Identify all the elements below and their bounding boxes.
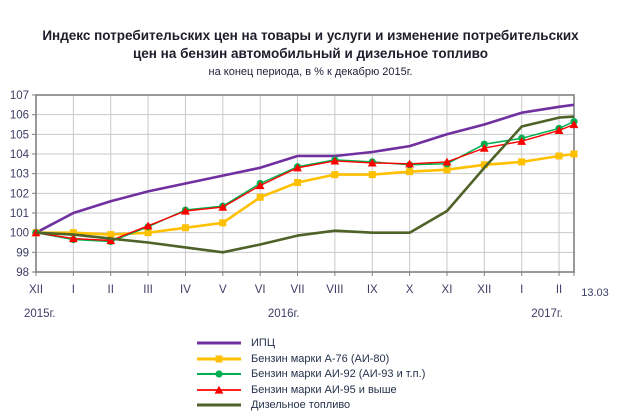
series-marker-square: [107, 231, 115, 239]
series-marker-triangle: [517, 137, 527, 145]
x-axis-label: XI: [442, 284, 453, 296]
plot-border: [35, 94, 575, 273]
y-axis-label: 104: [10, 149, 30, 161]
x-axis-label: II: [108, 284, 114, 296]
legend-item-4: Дизельное топливо: [196, 399, 425, 411]
legend-swatch: [197, 355, 241, 362]
legend-label: Бензин марки АИ-92 (АИ-93 и т.п.): [251, 368, 426, 380]
series-marker-square: [215, 355, 223, 362]
x-axis-label: V: [219, 284, 227, 296]
series-marker-square: [555, 152, 563, 160]
legend-item-2: Бензин марки АИ-92 (АИ-93 и т.п.): [196, 368, 425, 380]
series-marker-square: [219, 219, 227, 227]
series-marker-triangle: [218, 202, 228, 211]
series-marker-triangle: [293, 163, 302, 172]
date-label: 13.03: [581, 287, 609, 299]
year-label: 2017г.: [531, 308, 563, 320]
series-marker-triangle: [31, 228, 41, 237]
series-marker-square: [480, 161, 488, 169]
y-axis-label: 107: [10, 90, 29, 102]
series-marker-triangle: [479, 143, 489, 152]
series-marker-triangle: [569, 120, 579, 129]
legend-item-3: Бензин марки АИ-95 и выше: [196, 384, 425, 396]
series-marker-square: [181, 224, 189, 232]
series-marker-square: [570, 150, 578, 158]
series-line-3: [35, 123, 575, 242]
series-marker-square: [368, 171, 376, 179]
legend-swatch: [197, 403, 241, 407]
y-axis-label: 99: [16, 247, 29, 259]
series-marker-square: [294, 179, 302, 187]
series-line-4: [35, 115, 575, 254]
legend-label: Бензин марки АИ-95 и выше: [251, 383, 397, 396]
x-axis-label: VIII: [326, 284, 343, 296]
series-marker-square: [443, 166, 451, 174]
chart-plot-area: 107 106 105 104 103 102 101 100 99 98 XII I II III IV V…: [0, 88, 621, 330]
legend-swatch: [197, 385, 241, 394]
series-marker-square: [144, 229, 152, 237]
x-axis-label: VII: [290, 284, 304, 296]
x-axis-label: XII: [29, 284, 43, 296]
legend-item-1: Бензин марки А-76 (АИ-80): [196, 353, 425, 365]
series-marker-triangle: [330, 156, 340, 165]
y-axis-label: 101: [10, 208, 29, 220]
year-label: 2015г.: [24, 308, 56, 320]
legend-label: Бензин марки А-76 (АИ-80): [251, 352, 390, 365]
legend-swatch: [197, 370, 241, 378]
legend-swatch: [197, 341, 241, 345]
chart-title-line-2: цен на бензин автомобильный и дизельное …: [132, 46, 489, 61]
series-marker-square: [406, 168, 414, 176]
x-axis-label: I: [72, 284, 75, 296]
series-marker-triangle: [143, 221, 153, 230]
y-axis-label: 100: [10, 228, 29, 240]
x-axis-label: II: [556, 284, 562, 296]
y-axis-label: 98: [16, 267, 29, 279]
series-marker-square: [331, 171, 339, 179]
series-marker-square: [256, 193, 264, 201]
x-axis-label: XII: [477, 284, 491, 296]
series-marker-triangle: [367, 158, 377, 167]
x-axis-label: IX: [367, 284, 378, 296]
y-axis-label: 105: [10, 129, 29, 141]
series-marker-square: [69, 229, 77, 237]
series-marker-triangle: [68, 234, 78, 243]
chart-legend: ИПЦ Бензин марки А-76 (АИ-80) Бензин марки…: [196, 337, 425, 411]
series-marker-triangle: [106, 236, 116, 245]
x-axis-label: I: [520, 284, 523, 296]
series-marker-triangle: [255, 181, 265, 190]
x-axis-label: X: [406, 284, 414, 296]
series-marker-triangle: [214, 385, 224, 394]
series-line-0: [35, 103, 575, 234]
x-axis-label: VI: [255, 284, 266, 296]
x-axis-label: III: [143, 284, 153, 296]
y-axis-label: 103: [10, 169, 29, 181]
legend-label: ИПЦ: [251, 337, 275, 349]
chart-title-line-1: Индекс потребительских цен на товары и у…: [42, 28, 579, 43]
y-axis-label: 106: [10, 110, 29, 122]
x-axis-label: IV: [180, 284, 191, 296]
series-marker-triangle: [181, 206, 190, 215]
series-marker-circle: [215, 370, 223, 378]
legend-item-0: ИПЦ: [196, 337, 425, 349]
legend-label: Дизельное топливо: [251, 399, 351, 411]
chart-header: Индекс потребительских цен на товары и у…: [0, 27, 621, 79]
series-marker-triangle: [554, 126, 564, 134]
series-marker-triangle: [405, 159, 415, 168]
series-line-2: [35, 120, 575, 243]
y-axis-label: 102: [10, 188, 29, 200]
series-marker-triangle: [442, 157, 452, 166]
chart-subtitle: на конец периода, в % к декабрю 2015г.: [208, 66, 413, 78]
series-marker-square: [518, 158, 526, 166]
year-label: 2016г.: [268, 308, 300, 320]
